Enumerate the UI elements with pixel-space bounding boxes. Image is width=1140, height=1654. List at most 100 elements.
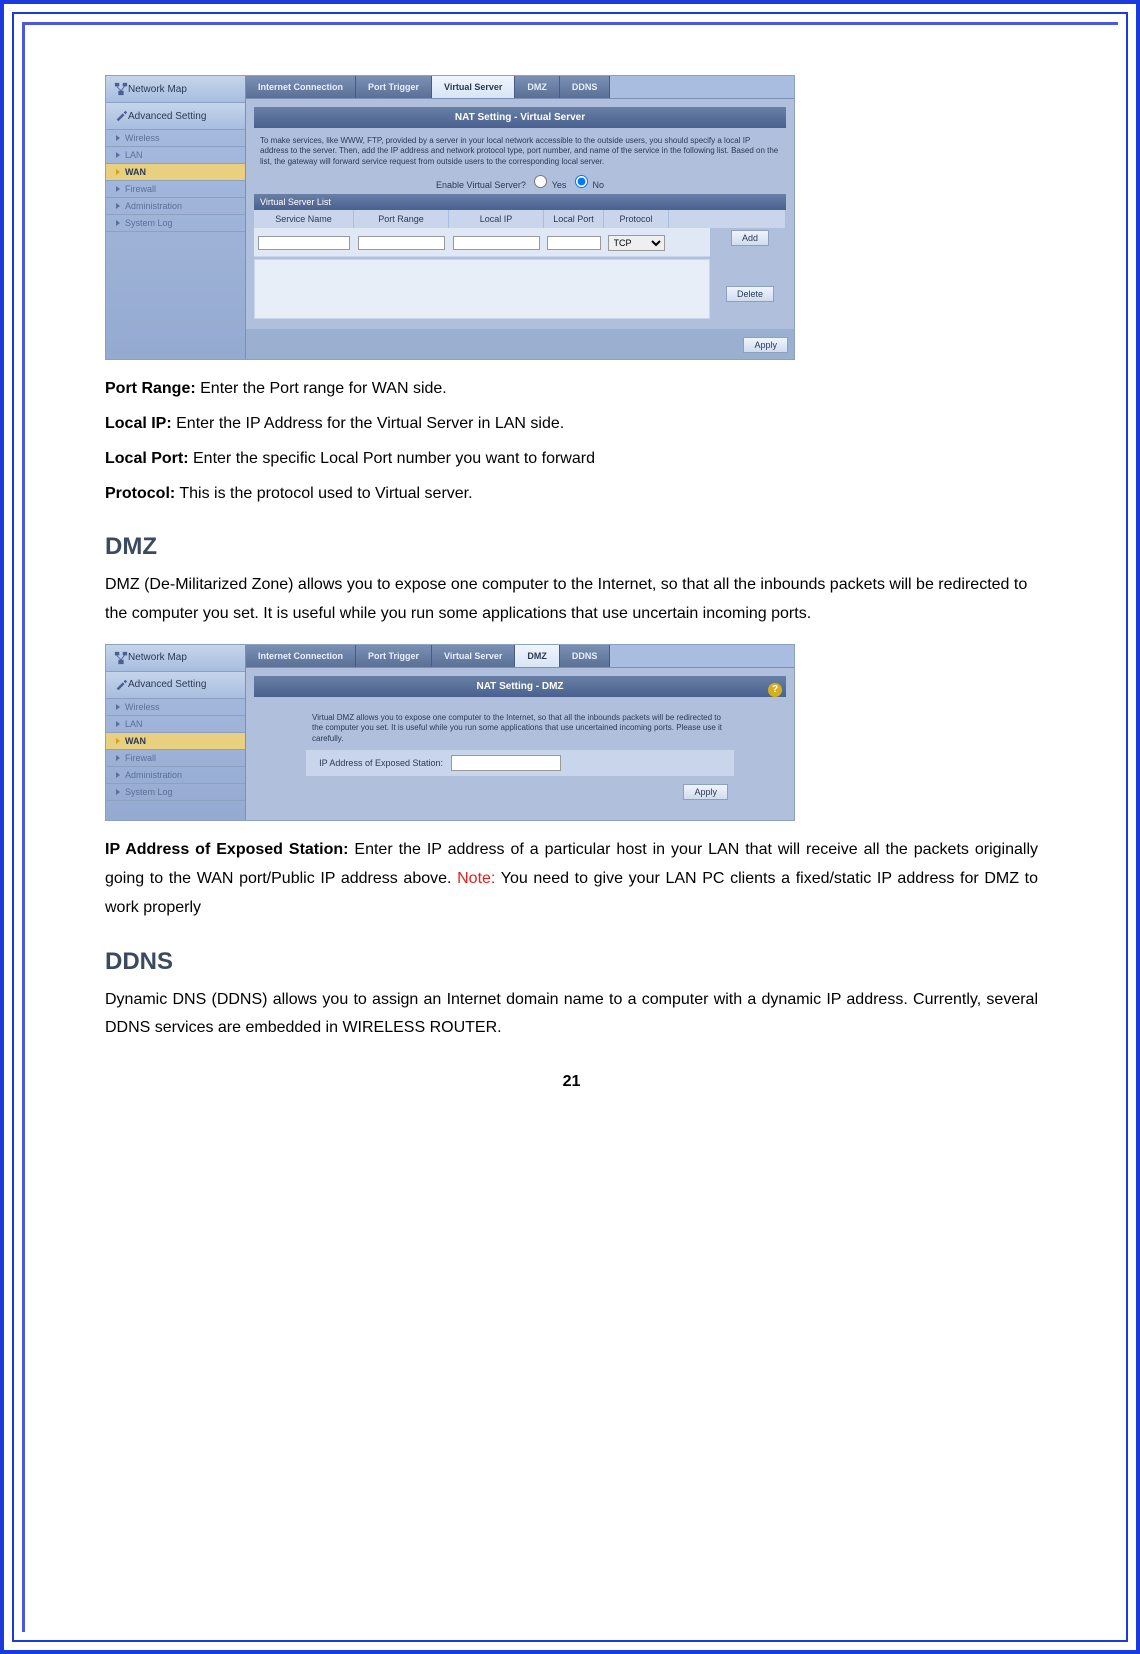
enable-label: Enable Virtual Server? bbox=[436, 180, 526, 190]
tab-virtual-server[interactable]: Virtual Server bbox=[432, 76, 515, 98]
local-ip-input[interactable] bbox=[453, 236, 539, 250]
local-port-input[interactable] bbox=[547, 236, 600, 250]
network-map-label: Network Map bbox=[128, 652, 187, 663]
chevron-icon bbox=[116, 186, 120, 192]
virtual-server-screenshot: Network Map Advanced Setting Wireless LA… bbox=[105, 75, 795, 360]
exposed-station-input[interactable] bbox=[451, 755, 561, 771]
chevron-icon bbox=[116, 169, 120, 175]
chevron-icon bbox=[116, 738, 120, 744]
port-range-input[interactable] bbox=[358, 236, 444, 250]
dmz-field-label: IP Address of Exposed Station: bbox=[311, 758, 451, 768]
sidebar-item-wireless[interactable]: Wireless bbox=[106, 699, 245, 716]
chevron-icon bbox=[116, 152, 120, 158]
sidebar-item-lan[interactable]: LAN bbox=[106, 147, 245, 164]
chevron-icon bbox=[116, 721, 120, 727]
tab-port-trigger[interactable]: Port Trigger bbox=[356, 645, 432, 667]
chevron-icon bbox=[116, 772, 120, 778]
sidebar-item-syslog[interactable]: System Log bbox=[106, 784, 245, 801]
dmz-tabs: Internet Connection Port Trigger Virtual… bbox=[246, 645, 794, 668]
col-service-name: Service Name bbox=[254, 210, 354, 228]
tab-internet-conn[interactable]: Internet Connection bbox=[246, 76, 356, 98]
protocol-select[interactable]: TCP bbox=[608, 235, 666, 251]
advanced-label: Advanced Setting bbox=[128, 679, 206, 690]
add-button[interactable]: Add bbox=[731, 230, 769, 246]
sidebar-network-map[interactable]: Network Map bbox=[106, 645, 245, 672]
enable-vs-row: Enable Virtual Server? Yes No bbox=[254, 171, 786, 194]
col-protocol: Protocol bbox=[604, 210, 669, 228]
col-port-range: Port Range bbox=[354, 210, 449, 228]
vs-panel-title: NAT Setting - Virtual Server bbox=[254, 107, 786, 128]
chevron-icon bbox=[116, 203, 120, 209]
dmz-screenshot: Network Map Advanced Setting Wireless LA… bbox=[105, 644, 795, 821]
col-action bbox=[669, 210, 786, 228]
chevron-icon bbox=[116, 755, 120, 761]
delete-button[interactable]: Delete bbox=[726, 286, 774, 302]
tab-dmz[interactable]: DMZ bbox=[515, 645, 560, 667]
sidebar-item-syslog[interactable]: System Log bbox=[106, 215, 245, 232]
sidebar-item-admin[interactable]: Administration bbox=[106, 198, 245, 215]
ddns-intro: Dynamic DNS (DDNS) allows you to assign … bbox=[105, 986, 1038, 1044]
col-local-ip: Local IP bbox=[449, 210, 544, 228]
dmz-panel-title: NAT Setting - DMZ bbox=[254, 676, 786, 697]
dmz-main: Internet Connection Port Trigger Virtual… bbox=[246, 645, 794, 820]
inner-frame: Network Map Advanced Setting Wireless LA… bbox=[12, 12, 1128, 1642]
content-border: Network Map Advanced Setting Wireless LA… bbox=[22, 22, 1118, 1632]
chevron-icon bbox=[116, 789, 120, 795]
tab-ddns[interactable]: DDNS bbox=[560, 76, 611, 98]
dmz-intro: DMZ (De-Militarized Zone) allows you to … bbox=[105, 571, 1038, 629]
sidebar-item-admin[interactable]: Administration bbox=[106, 767, 245, 784]
sidebar-item-lan[interactable]: LAN bbox=[106, 716, 245, 733]
vs-table-header: Service Name Port Range Local IP Local P… bbox=[254, 210, 786, 228]
dmz-sidebar: Network Map Advanced Setting Wireless LA… bbox=[106, 645, 246, 820]
advanced-label: Advanced Setting bbox=[128, 111, 206, 122]
dmz-ip-row: IP Address of Exposed Station: bbox=[306, 750, 734, 776]
network-icon bbox=[114, 82, 128, 96]
dmz-heading: DMZ bbox=[105, 533, 1038, 561]
vs-list-box[interactable] bbox=[254, 259, 710, 319]
tools-icon bbox=[114, 109, 128, 123]
sidebar-item-wan[interactable]: WAN bbox=[106, 164, 245, 181]
dmz-panel-desc: Virtual DMZ allows you to expose one com… bbox=[306, 707, 734, 750]
vs-input-row: TCP bbox=[254, 228, 710, 257]
sidebar-item-wireless[interactable]: Wireless bbox=[106, 130, 245, 147]
tab-port-trigger[interactable]: Port Trigger bbox=[356, 76, 432, 98]
ddns-heading: DDNS bbox=[105, 948, 1038, 976]
enable-yes-radio[interactable] bbox=[534, 175, 547, 188]
local-port-def: Local Port: Enter the specific Local Por… bbox=[105, 445, 1038, 474]
col-local-port: Local Port bbox=[544, 210, 604, 228]
network-icon bbox=[114, 651, 128, 665]
vs-main: Internet Connection Port Trigger Virtual… bbox=[246, 76, 794, 359]
tab-internet-conn[interactable]: Internet Connection bbox=[246, 645, 356, 667]
chevron-icon bbox=[116, 220, 120, 226]
help-icon[interactable]: ? bbox=[768, 683, 782, 697]
protocol-def: Protocol: This is the protocol used to V… bbox=[105, 480, 1038, 509]
network-map-label: Network Map bbox=[128, 84, 187, 95]
sidebar-item-firewall[interactable]: Firewall bbox=[106, 181, 245, 198]
chevron-icon bbox=[116, 704, 120, 710]
tab-dmz[interactable]: DMZ bbox=[515, 76, 560, 98]
sidebar-item-firewall[interactable]: Firewall bbox=[106, 750, 245, 767]
dmz-ip-def: IP Address of Exposed Station: Enter the… bbox=[105, 836, 1038, 922]
tools-icon bbox=[114, 678, 128, 692]
tab-ddns[interactable]: DDNS bbox=[560, 645, 611, 667]
apply-button[interactable]: Apply bbox=[743, 337, 788, 353]
tab-virtual-server[interactable]: Virtual Server bbox=[432, 645, 515, 667]
sidebar-item-wan[interactable]: WAN bbox=[106, 733, 245, 750]
page-number: 21 bbox=[105, 1073, 1038, 1091]
sidebar-network-map[interactable]: Network Map bbox=[106, 76, 245, 103]
service-name-input[interactable] bbox=[258, 236, 349, 250]
sidebar-advanced[interactable]: Advanced Setting bbox=[106, 672, 245, 699]
vs-list-header: Virtual Server List bbox=[254, 194, 786, 210]
vs-panel-desc: To make services, like WWW, FTP, provide… bbox=[254, 132, 786, 171]
vs-tabs: Internet Connection Port Trigger Virtual… bbox=[246, 76, 794, 99]
yes-label: Yes bbox=[552, 180, 567, 190]
enable-no-radio[interactable] bbox=[575, 175, 588, 188]
vs-sidebar: Network Map Advanced Setting Wireless LA… bbox=[106, 76, 246, 359]
no-label: No bbox=[592, 180, 604, 190]
dmz-apply-button[interactable]: Apply bbox=[683, 784, 728, 800]
port-range-def: Port Range: Enter the Port range for WAN… bbox=[105, 375, 1038, 404]
local-ip-def: Local IP: Enter the IP Address for the V… bbox=[105, 410, 1038, 439]
outer-frame: Network Map Advanced Setting Wireless LA… bbox=[0, 0, 1140, 1654]
sidebar-advanced[interactable]: Advanced Setting bbox=[106, 103, 245, 130]
chevron-icon bbox=[116, 135, 120, 141]
